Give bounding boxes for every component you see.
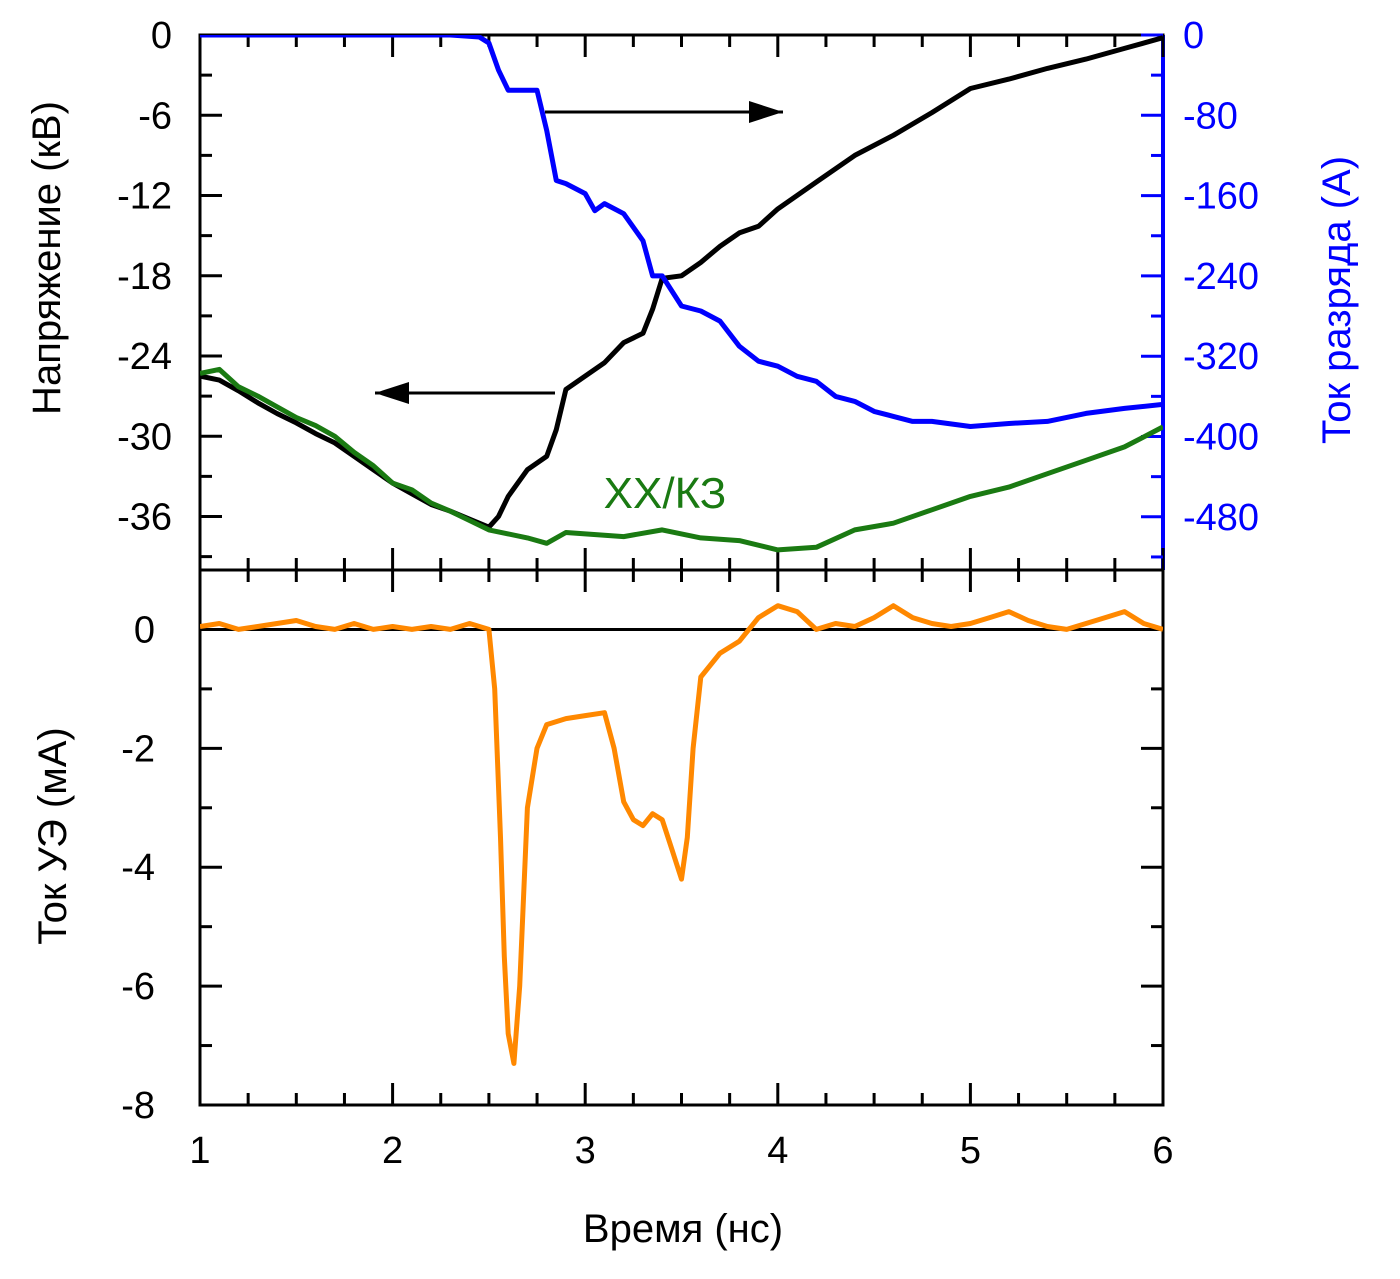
right-ytick-label: 0 [1183, 15, 1204, 57]
top-ytick-label: -18 [117, 256, 172, 298]
bottom-ytick-label: -2 [121, 728, 155, 770]
bottom-frame [198, 568, 1165, 1107]
arrow-to-left-axis-head [375, 382, 409, 404]
bottom-xlabel: Время (нс) [583, 1207, 783, 1251]
bottom-ytick-label: 0 [134, 609, 155, 651]
arrow-to-right-axis-head [749, 101, 783, 123]
right-ytick-label: -320 [1183, 336, 1259, 378]
bottom-ytick-label: -4 [121, 847, 155, 889]
bottom-ylabel: Ток УЭ (мА) [31, 727, 75, 944]
top-ytick-label: 0 [151, 15, 172, 57]
bottom-ytick-label: -6 [121, 966, 155, 1008]
right-ytick-label: -160 [1183, 176, 1259, 218]
bottom-xtick-label: 4 [767, 1130, 788, 1172]
bottom-ytick-label: -8 [121, 1085, 155, 1127]
top-ytick-label: -6 [138, 95, 172, 137]
current-series [200, 35, 1163, 429]
top-panel: 0 -6 -12 -18 -24 -30 -36 0 -80 -160 -240 -320 -400 -4… [117, 15, 1259, 572]
top-ytick-label: -12 [117, 176, 172, 218]
top-ylabel-right: Ток разряда (А) [1315, 156, 1359, 444]
right-ytick-label: -400 [1183, 417, 1259, 459]
idle-series [200, 366, 1163, 553]
top-ytick-label: -24 [117, 336, 172, 378]
top-ylabel: Напряжение (кВ) [25, 101, 69, 415]
bottom-xtick-label: 2 [382, 1130, 403, 1172]
idle-annotation: ХХ/КЗ [604, 469, 727, 518]
right-ytick-label: -80 [1183, 95, 1238, 137]
bottom-xtick-label: 6 [1152, 1130, 1173, 1172]
top-ytick-label: -36 [117, 497, 172, 539]
arrow-to-right-axis [545, 101, 783, 123]
bottom-panel: 1 2 3 4 5 6 0 -2 -4 -6 -8 [121, 568, 1174, 1172]
arrow-to-left-axis [375, 382, 555, 404]
voltage-series [200, 35, 1163, 530]
top-ytick-label: -30 [117, 416, 172, 458]
electrode-current-series [200, 603, 1163, 1066]
right-ytick-label: -480 [1183, 497, 1259, 539]
bottom-xtick-label: 3 [575, 1130, 596, 1172]
bottom-xtick-label: 5 [960, 1130, 981, 1172]
bottom-xtick-label: 1 [189, 1130, 210, 1172]
right-ytick-label: -240 [1183, 256, 1259, 298]
